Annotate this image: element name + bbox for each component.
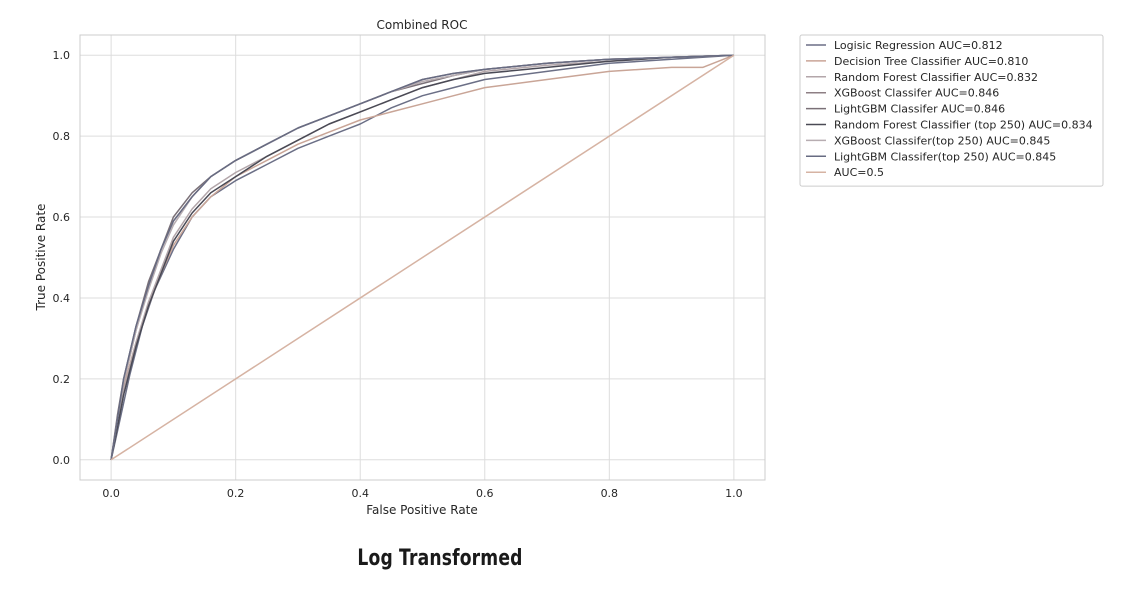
y-axis-label: True Positive Rate xyxy=(34,204,48,312)
legend-entry-label: Logisic Regression AUC=0.812 xyxy=(834,39,1003,52)
legend-entry-label: LightGBM Classifer(top 250) AUC=0.845 xyxy=(834,150,1056,163)
x-tick-label: 0.0 xyxy=(102,487,120,500)
legend-entry-label: Decision Tree Classifier AUC=0.810 xyxy=(834,55,1028,68)
grid xyxy=(80,35,765,480)
series-lines xyxy=(110,54,735,461)
x-tick-label: 0.8 xyxy=(601,487,619,500)
legend-entry-label: LightGBM Classifer AUC=0.846 xyxy=(834,103,1005,116)
legend-entry-label: XGBoost Classifer(top 250) AUC=0.845 xyxy=(834,134,1050,147)
roc-series-line-7 xyxy=(110,54,734,460)
roc-series-line-0 xyxy=(110,54,734,460)
roc-series-line-5 xyxy=(110,54,734,460)
legend-entry-label: Random Forest Classifier AUC=0.832 xyxy=(834,71,1038,84)
legend-entry-label: Random Forest Classifier (top 250) AUC=0… xyxy=(834,119,1093,132)
y-tick-label: 1.0 xyxy=(53,49,71,62)
legend-entry-label: XGBoost Classifer AUC=0.846 xyxy=(834,87,999,100)
roc-series-line-8 xyxy=(110,54,735,461)
x-tick-label: 0.4 xyxy=(351,487,369,500)
y-tick-label: 0.0 xyxy=(53,454,71,467)
chart-title: Combined ROC xyxy=(377,18,468,32)
x-axis-label: False Positive Rate xyxy=(366,503,478,517)
plot-area-frame xyxy=(79,34,766,481)
x-tick-label: 1.0 xyxy=(725,487,743,500)
tick-labels: 0.0 0.2 0.4 0.6 0.8 1.0 0.0 0.2 0.4 0.6 0.8 1.0 xyxy=(53,49,743,500)
legend-entry-label: AUC=0.5 xyxy=(834,166,884,179)
y-tick-label: 0.4 xyxy=(53,292,71,305)
x-tick-label: 0.2 xyxy=(227,487,245,500)
y-tick-label: 0.6 xyxy=(53,211,71,224)
x-tick-label: 0.6 xyxy=(476,487,494,500)
legend-box xyxy=(799,34,1104,187)
y-tick-label: 0.8 xyxy=(53,130,71,143)
legend: Logisic Regression AUC=0.812 Decision Tre… xyxy=(799,34,1104,187)
y-tick-label: 0.2 xyxy=(53,373,71,386)
figure-caption: Log Transformed xyxy=(357,546,523,571)
